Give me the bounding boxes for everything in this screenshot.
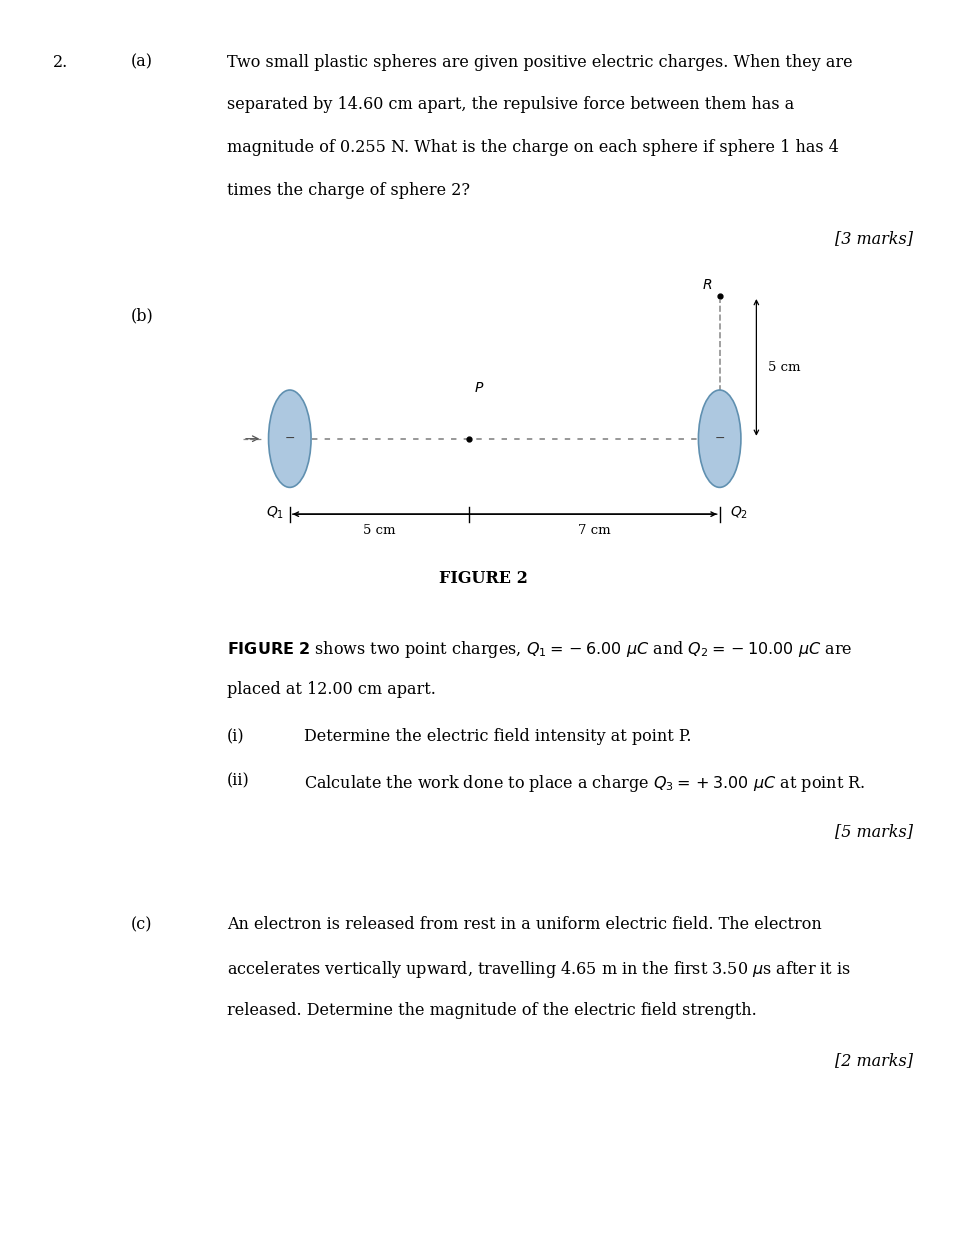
Text: released. Determine the magnitude of the electric field strength.: released. Determine the magnitude of the… xyxy=(227,1002,756,1019)
Text: times the charge of sphere 2?: times the charge of sphere 2? xyxy=(227,182,470,199)
Text: (a): (a) xyxy=(130,54,153,71)
Text: placed at 12.00 cm apart.: placed at 12.00 cm apart. xyxy=(227,681,436,699)
Text: Two small plastic spheres are given positive electric charges. When they are: Two small plastic spheres are given posi… xyxy=(227,54,853,71)
Text: 5 cm: 5 cm xyxy=(768,361,801,374)
Text: Calculate the work done to place a charge $Q_3 = +3.00\ \mu C$ at point R.: Calculate the work done to place a charg… xyxy=(304,772,866,794)
Text: −: − xyxy=(285,432,295,446)
Text: magnitude of 0.255 N. What is the charge on each sphere if sphere 1 has 4: magnitude of 0.255 N. What is the charge… xyxy=(227,139,838,156)
Text: separated by 14.60 cm apart, the repulsive force between them has a: separated by 14.60 cm apart, the repulsi… xyxy=(227,96,794,114)
Text: accelerates vertically upward, travelling 4.65 m in the first 3.50 $\mu$s after : accelerates vertically upward, travellin… xyxy=(227,959,851,980)
Text: 2.: 2. xyxy=(53,54,69,71)
Text: An electron is released from rest in a uniform electric field. The electron: An electron is released from rest in a u… xyxy=(227,916,822,934)
Text: [5 marks]: [5 marks] xyxy=(835,823,913,840)
Text: (i): (i) xyxy=(227,727,244,745)
Text: $Q_1$: $Q_1$ xyxy=(266,505,284,521)
Text: 5 cm: 5 cm xyxy=(363,525,396,537)
Text: $\mathbf{FIGURE\ 2}$ shows two point charges, $Q_1 = -6.00\ \mu C$ and $Q_2 = -1: $\mathbf{FIGURE\ 2}$ shows two point cha… xyxy=(227,639,853,660)
Text: −: − xyxy=(715,432,724,446)
Text: (c): (c) xyxy=(130,916,152,934)
Text: [3 marks]: [3 marks] xyxy=(835,230,913,248)
Text: $R$: $R$ xyxy=(701,278,712,293)
Text: (ii): (ii) xyxy=(227,772,250,790)
Text: (b): (b) xyxy=(130,307,154,324)
Text: [2 marks]: [2 marks] xyxy=(835,1052,913,1069)
Text: $Q_2$: $Q_2$ xyxy=(730,505,749,521)
Text: 7 cm: 7 cm xyxy=(578,525,611,537)
Text: $P$: $P$ xyxy=(473,381,484,394)
Ellipse shape xyxy=(269,391,311,487)
Text: FIGURE 2: FIGURE 2 xyxy=(439,571,527,587)
Text: Determine the electric field intensity at point P.: Determine the electric field intensity a… xyxy=(304,727,692,745)
Ellipse shape xyxy=(698,391,741,487)
